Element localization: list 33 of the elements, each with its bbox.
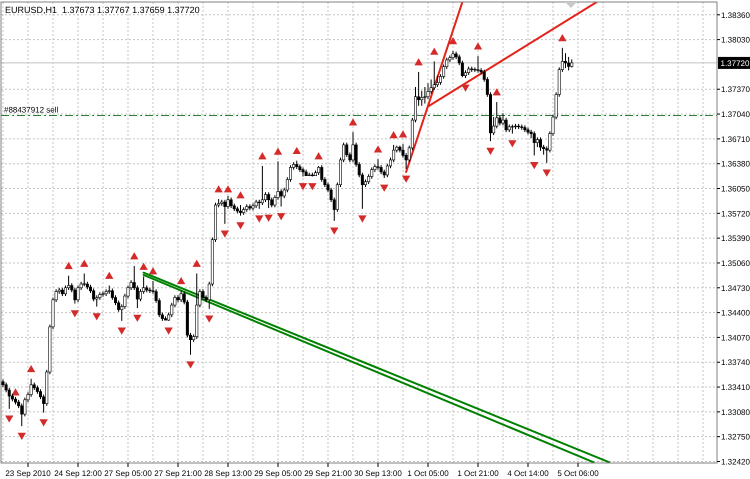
x-tick-label: 1 Oct 05:00 [407, 469, 450, 478]
y-tick-label: 1.34070 [721, 333, 750, 342]
x-tick-label: 27 Sep 21:00 [154, 469, 202, 478]
y-tick-label: 1.32750 [721, 432, 750, 442]
x-tick-label: 4 Oct 14:00 [507, 469, 550, 478]
x-tick-label: 28 Sep 13:00 [204, 469, 252, 478]
y-tick-label: 1.33410 [721, 383, 750, 392]
y-tick-label: 1.34400 [721, 308, 750, 318]
y-tick-label: 1.36710 [721, 134, 750, 144]
y-tick-label: 1.38360 [721, 10, 750, 20]
chart-title: EURUSD,H1 1.37673 1.37767 1.37659 1.37720 [5, 5, 200, 15]
x-tick-label: 29 Sep 05:00 [254, 469, 302, 478]
x-tick-label: 5 Oct 06:00 [557, 469, 600, 478]
x-tick-label: 24 Sep 12:00 [54, 469, 102, 478]
y-tick-label: 1.35390 [721, 234, 750, 244]
y-tick-label: 1.36380 [721, 160, 750, 169]
y-tick-label: 1.33740 [721, 358, 750, 368]
x-tick-label: 1 Oct 21:00 [457, 469, 500, 478]
y-tick-label: 1.34730 [721, 284, 750, 293]
y-tick-label: 1.37370 [721, 85, 750, 94]
y-tick-label: 1.36050 [721, 184, 750, 194]
y-tick-label: 1.35720 [721, 209, 750, 218]
x-tick-label: 23 Sep 2010 [5, 469, 52, 478]
y-tick-label: 1.35060 [721, 258, 750, 268]
y-tick-label: 1.32420 [721, 457, 750, 466]
ref-line-label: #88437912 sell [4, 106, 58, 115]
x-tick-label: 29 Sep 21:00 [304, 469, 352, 478]
y-tick-label: 1.33080 [721, 408, 750, 417]
x-tick-label: 30 Sep 13:00 [354, 469, 402, 478]
ref-line-label: 1.37720 [720, 58, 750, 68]
y-tick-label: 1.37040 [721, 110, 750, 120]
x-tick-label: 27 Sep 05:00 [104, 469, 152, 478]
y-tick-label: 1.38030 [721, 36, 750, 45]
